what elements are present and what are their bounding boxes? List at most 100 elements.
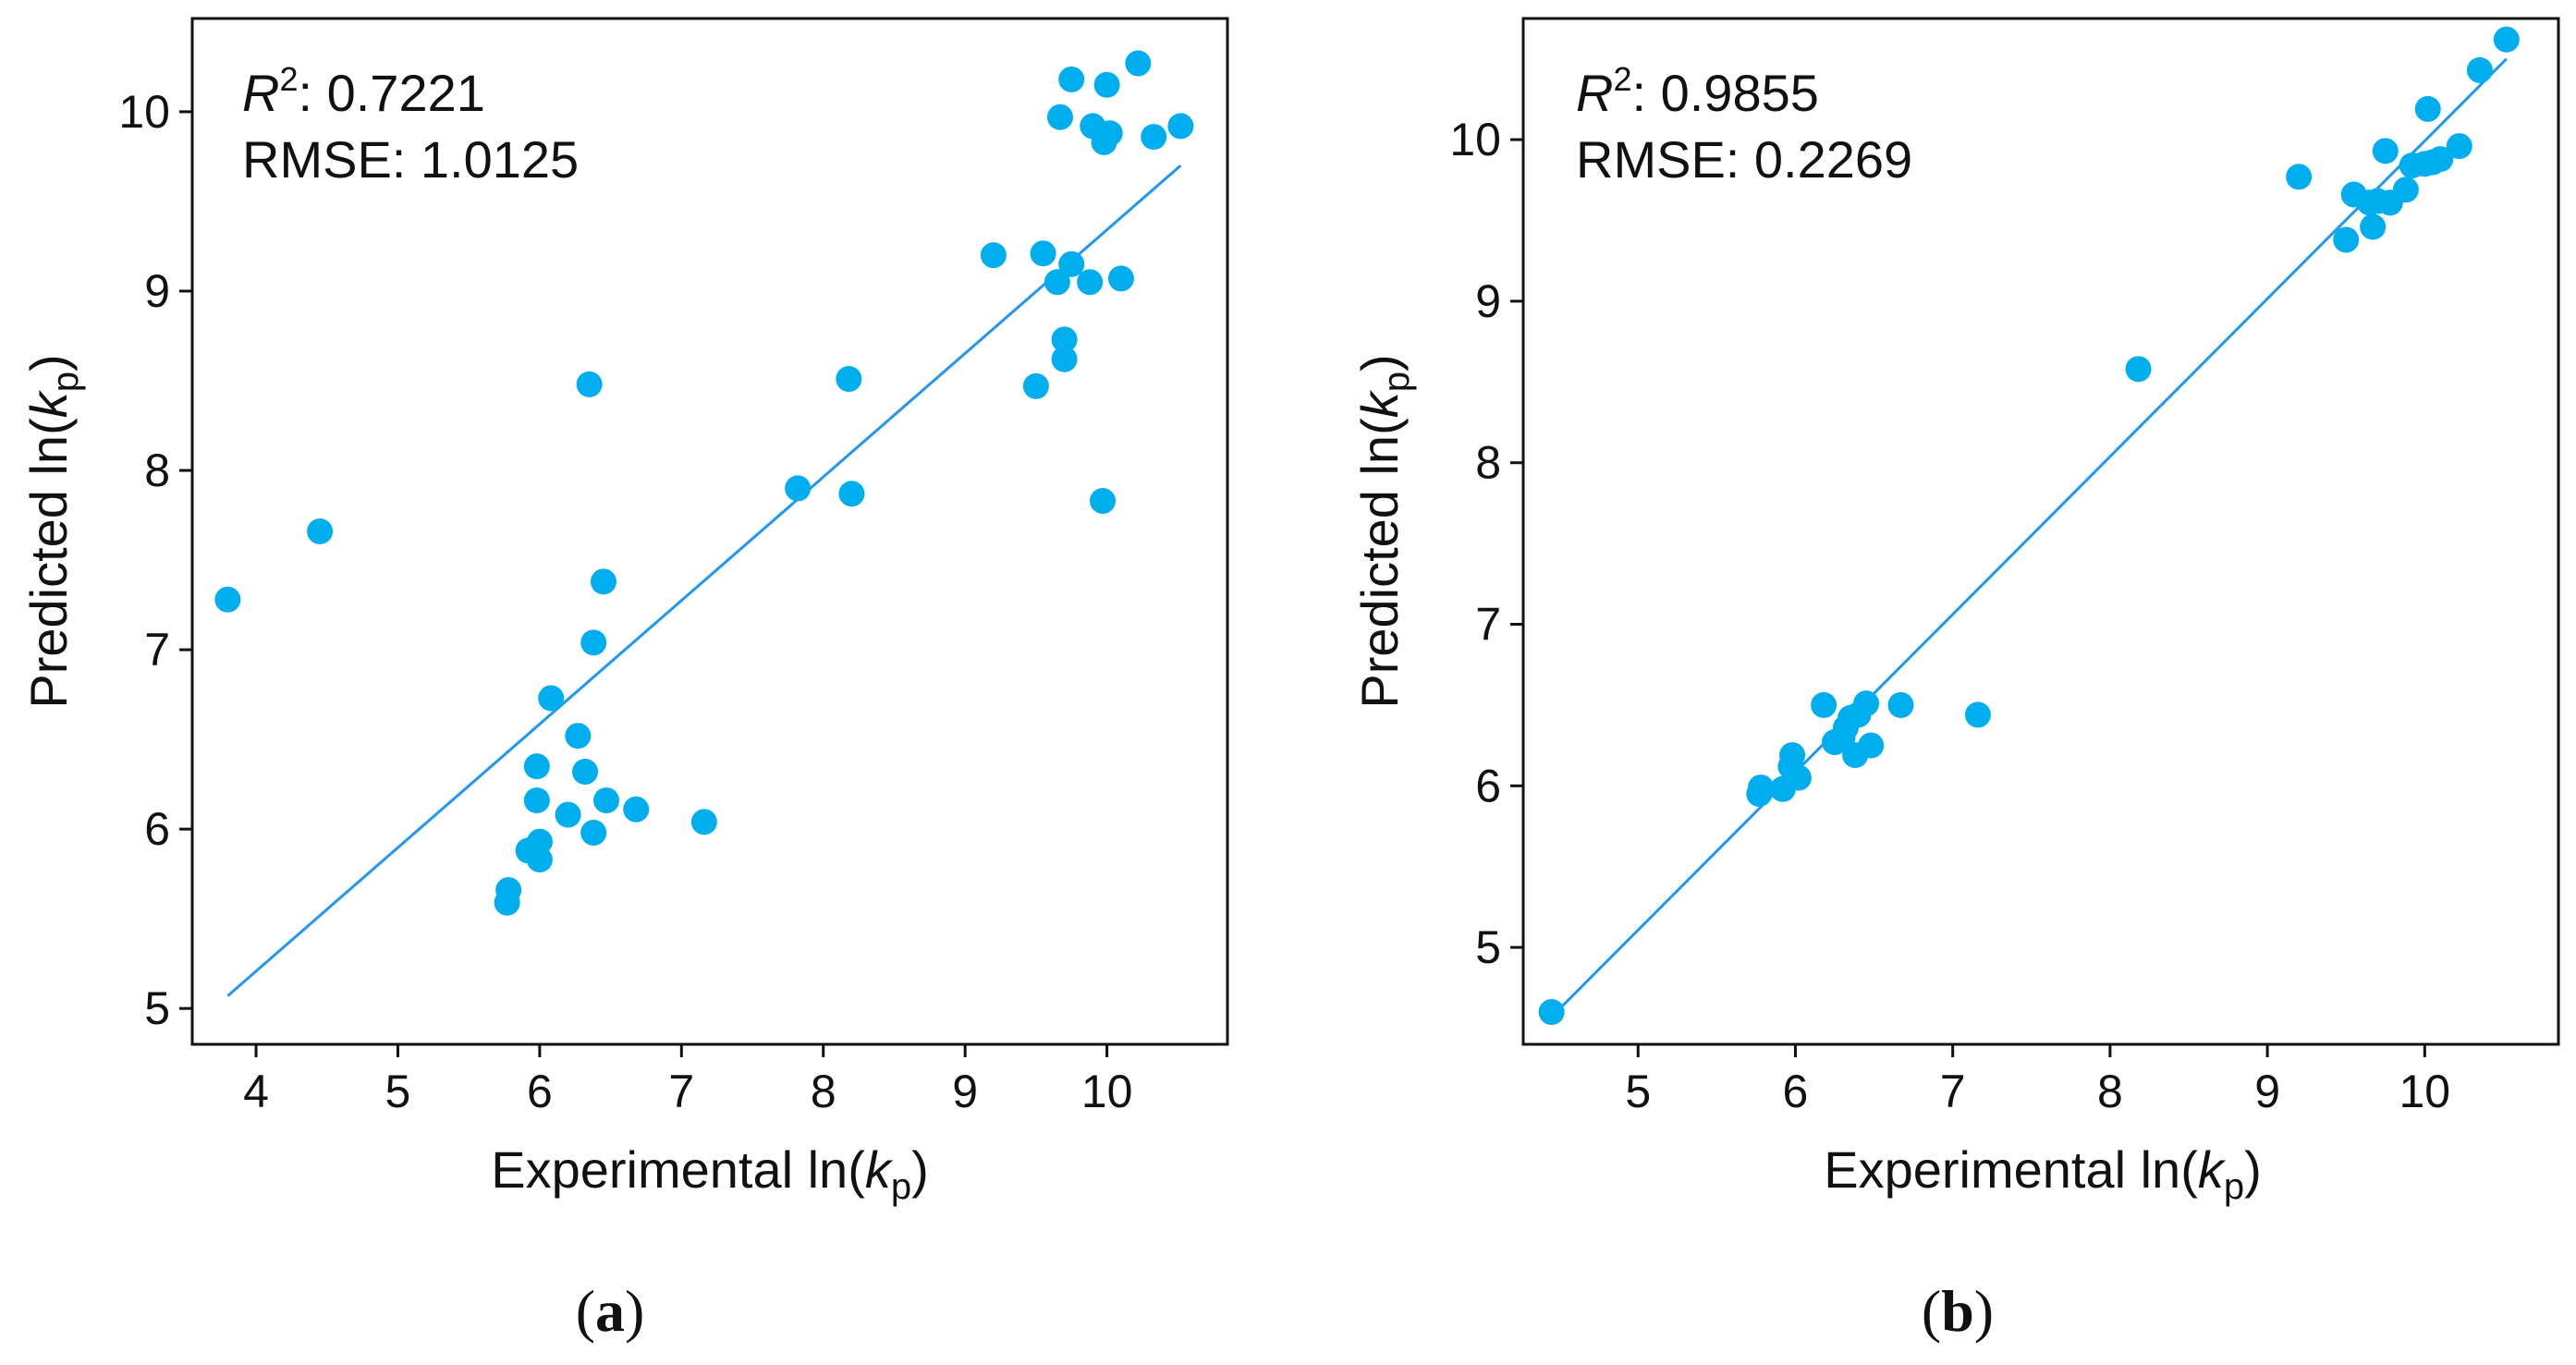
data-point bbox=[2333, 226, 2360, 253]
x-tick-label: 10 bbox=[1081, 1066, 1133, 1117]
y-tick-label: 5 bbox=[1475, 921, 1501, 973]
data-point bbox=[307, 518, 334, 544]
data-point bbox=[495, 877, 522, 904]
data-point bbox=[1051, 346, 1078, 372]
data-point bbox=[1107, 265, 1134, 292]
data-point bbox=[523, 787, 550, 814]
data-point bbox=[1093, 71, 1120, 98]
data-point bbox=[2286, 164, 2313, 190]
data-point bbox=[1853, 690, 1880, 717]
data-point bbox=[1077, 269, 1104, 296]
y-tick-label: 8 bbox=[144, 445, 170, 496]
y-tick-label: 7 bbox=[1475, 599, 1501, 651]
data-point bbox=[838, 481, 865, 507]
data-point bbox=[1141, 124, 1167, 151]
data-point bbox=[555, 801, 581, 828]
data-point bbox=[571, 759, 598, 786]
fit-line-b bbox=[1550, 57, 2508, 1018]
x-tick-label: 9 bbox=[2254, 1066, 2280, 1117]
data-point bbox=[1051, 326, 1078, 353]
data-point bbox=[523, 753, 550, 780]
data-point bbox=[2414, 95, 2441, 122]
data-points-b bbox=[1538, 26, 2520, 1026]
data-point bbox=[1785, 764, 1812, 791]
data-point bbox=[565, 723, 592, 750]
data-point bbox=[2372, 138, 2399, 165]
y-tick-label: 9 bbox=[144, 265, 170, 317]
x-axis-label-b: Experimental ln(kp) bbox=[1824, 1140, 2262, 1207]
data-point bbox=[1089, 488, 1116, 515]
data-point bbox=[1125, 50, 1152, 77]
data-point bbox=[2446, 133, 2472, 160]
x-tick-label: 7 bbox=[668, 1066, 694, 1117]
x-tick-label: 8 bbox=[811, 1066, 836, 1117]
data-point bbox=[1167, 113, 1194, 140]
x-tick-label: 5 bbox=[1625, 1066, 1651, 1117]
r2-label-b: R2: 0.9855 bbox=[1576, 60, 1819, 122]
data-point bbox=[1030, 240, 1056, 267]
data-point bbox=[785, 475, 812, 502]
data-point bbox=[1044, 269, 1070, 296]
data-point bbox=[1779, 742, 1806, 769]
y-tick-label: 8 bbox=[1475, 437, 1501, 489]
data-point bbox=[593, 787, 619, 814]
data-point bbox=[1811, 691, 1837, 718]
data-point bbox=[538, 685, 565, 712]
y-tick-label: 10 bbox=[1449, 114, 1501, 165]
x-tick-label: 6 bbox=[527, 1066, 553, 1117]
y-axis-label-b: Predicted ln(kp) bbox=[1350, 354, 1417, 708]
data-point bbox=[623, 796, 650, 823]
data-point bbox=[1096, 120, 1123, 147]
data-point bbox=[2392, 177, 2419, 203]
y-tick-label: 10 bbox=[118, 86, 170, 138]
data-point bbox=[1887, 691, 1914, 718]
panel-label-b: (b) bbox=[1922, 1278, 1994, 1344]
data-point bbox=[590, 568, 617, 595]
y-tick-label: 9 bbox=[1475, 275, 1501, 327]
panel-label-a: (a) bbox=[576, 1278, 645, 1344]
x-tick-label: 5 bbox=[385, 1066, 411, 1117]
plot-frame-a bbox=[190, 17, 1229, 1046]
tick-marks-a: 4 5 6 7 8 9 10 5 6 7 8 9 10 bbox=[118, 86, 1132, 1117]
x-tick-label: 4 bbox=[243, 1066, 269, 1117]
fit-line-a bbox=[226, 164, 1182, 997]
data-point bbox=[690, 809, 717, 835]
data-point bbox=[836, 366, 862, 393]
x-axis-label-a: Experimental ln(kp) bbox=[491, 1140, 929, 1207]
data-point bbox=[576, 371, 603, 397]
data-point bbox=[2493, 26, 2520, 53]
x-tick-label: 7 bbox=[1940, 1066, 1966, 1117]
data-point bbox=[2466, 56, 2493, 83]
data-point bbox=[1058, 250, 1085, 277]
data-point bbox=[580, 820, 607, 847]
data-point bbox=[580, 629, 607, 656]
x-tick-label: 10 bbox=[2399, 1066, 2451, 1117]
scatter-panel-b: 5 6 7 8 9 10 5 6 7 8 9 10 R2: 0.9855 RMSE: 0.2269 E… bbox=[1350, 17, 2560, 1344]
rmse-label-a: RMSE: 1.0125 bbox=[242, 130, 579, 189]
data-point bbox=[1538, 999, 1565, 1026]
data-point bbox=[2360, 213, 2387, 240]
y-tick-label: 7 bbox=[144, 624, 170, 676]
data-point bbox=[1058, 66, 1085, 92]
rmse-label-b: RMSE: 0.2269 bbox=[1576, 130, 1912, 189]
plot-frame-b bbox=[1521, 17, 2560, 1046]
data-point bbox=[214, 586, 241, 613]
data-point bbox=[1964, 701, 1991, 728]
data-point bbox=[2427, 146, 2454, 173]
y-tick-label: 6 bbox=[144, 803, 170, 855]
y-axis-label-a: Predicted ln(kp) bbox=[19, 354, 86, 708]
x-tick-label: 6 bbox=[1783, 1066, 1809, 1117]
data-point bbox=[1046, 104, 1073, 130]
y-tick-label: 5 bbox=[144, 982, 170, 1034]
data-point bbox=[526, 828, 553, 855]
data-points-a bbox=[214, 50, 1194, 916]
data-point bbox=[1858, 732, 1885, 759]
y-tick-label: 6 bbox=[1475, 760, 1501, 811]
r2-label-a: R2: 0.7221 bbox=[242, 60, 485, 122]
data-point bbox=[2125, 356, 2152, 383]
data-point bbox=[980, 242, 1007, 269]
x-tick-label: 9 bbox=[952, 1066, 978, 1117]
tick-marks-b: 5 6 7 8 9 10 5 6 7 8 9 10 bbox=[1449, 114, 2450, 1117]
data-point bbox=[1748, 774, 1775, 801]
x-tick-label: 8 bbox=[2097, 1066, 2123, 1117]
